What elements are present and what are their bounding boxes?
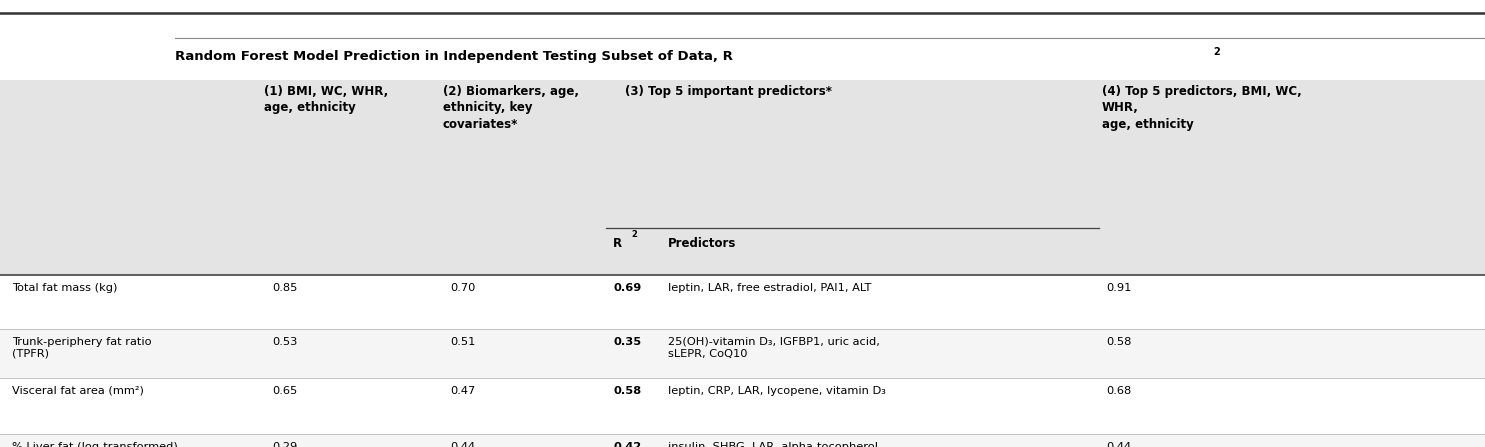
Bar [0,434,1485,447]
Bar [0,329,1485,382]
Text: 0.91: 0.91 [1106,283,1132,293]
Text: 0.70: 0.70 [450,283,475,293]
Text: (1) BMI, WC, WHR,
age, ethnicity: (1) BMI, WC, WHR, age, ethnicity [264,85,389,114]
Text: Total fat mass (kg): Total fat mass (kg) [12,283,117,293]
Text: 0.65: 0.65 [272,386,297,396]
Text: % Liver fat (log-transformed): % Liver fat (log-transformed) [12,442,178,447]
Text: 2: 2 [1213,47,1221,57]
Text: Predictors: Predictors [668,237,737,250]
Text: R: R [613,237,622,250]
Text: 0.44: 0.44 [450,442,475,447]
Text: 0.42: 0.42 [613,442,642,447]
Text: 0.44: 0.44 [1106,442,1132,447]
Text: 0.68: 0.68 [1106,386,1132,396]
Text: Trunk-periphery fat ratio
(TPFR): Trunk-periphery fat ratio (TPFR) [12,337,151,359]
Text: 0.69: 0.69 [613,283,642,293]
Text: leptin, LAR, free estradiol, PAI1, ALT: leptin, LAR, free estradiol, PAI1, ALT [668,283,872,293]
Text: insulin, SHBG, LAR, alpha-tocopherol,
PAI1: insulin, SHBG, LAR, alpha-tocopherol, PA… [668,442,882,447]
Text: Random Forest Model Prediction in Independent Testing Subset of Data, R: Random Forest Model Prediction in Indepe… [175,50,734,63]
Bar [0,80,1485,228]
Text: (2) Biomarkers, age,
ethnicity, key
covariates*: (2) Biomarkers, age, ethnicity, key cova… [443,85,579,131]
Text: 0.29: 0.29 [272,442,297,447]
Text: 0.58: 0.58 [1106,337,1132,346]
Text: (4) Top 5 predictors, BMI, WC,
WHR,
age, ethnicity: (4) Top 5 predictors, BMI, WC, WHR, age,… [1102,85,1302,131]
Text: 0.51: 0.51 [450,337,475,346]
Text: leptin, CRP, LAR, lycopene, vitamin D₃: leptin, CRP, LAR, lycopene, vitamin D₃ [668,386,887,396]
Bar [0,275,1485,329]
Text: 0.58: 0.58 [613,386,642,396]
Bar [0,228,1485,275]
Text: Visceral fat area (mm²): Visceral fat area (mm²) [12,386,144,396]
Text: 0.47: 0.47 [450,386,475,396]
Text: 0.35: 0.35 [613,337,642,346]
Text: 0.85: 0.85 [272,283,297,293]
Text: 25(OH)-vitamin D₃, IGFBP1, uric acid,
sLEPR, CoQ10: 25(OH)-vitamin D₃, IGFBP1, uric acid, sL… [668,337,881,359]
Bar [0,378,1485,431]
Text: (3) Top 5 important predictors*: (3) Top 5 important predictors* [625,85,832,98]
Text: 2: 2 [633,230,637,239]
Text: 0.53: 0.53 [272,337,297,346]
